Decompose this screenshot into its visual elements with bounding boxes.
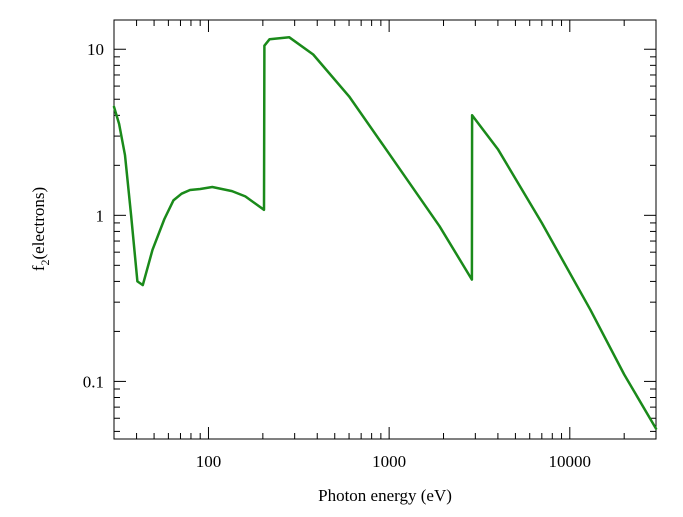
minor-ticks: [113, 20, 657, 439]
x-tick-label: 1000: [372, 452, 406, 471]
series-line: [112, 36, 658, 430]
major-ticks: [114, 20, 656, 439]
x-tick-label: 100: [196, 452, 222, 471]
x-tick-label: 10000: [549, 452, 592, 471]
y-axis-label-suffix: (electrons): [29, 187, 48, 260]
y-axis-label-subscript: 2: [38, 260, 52, 266]
y-axis-label: f2(electrons): [29, 187, 52, 271]
x-axis-label: Photon energy (eV): [318, 486, 452, 505]
y-tick-labels: 0.1 1 10: [83, 40, 104, 391]
x-tick-labels: 100 1000 10000: [196, 452, 591, 471]
y-tick-label: 1: [96, 206, 105, 225]
plot-area-frame: [113, 19, 657, 440]
y-tick-label: 10: [87, 40, 104, 59]
y-axis-label-prefix: f: [29, 265, 48, 271]
y-tick-label: 0.1: [83, 372, 104, 391]
